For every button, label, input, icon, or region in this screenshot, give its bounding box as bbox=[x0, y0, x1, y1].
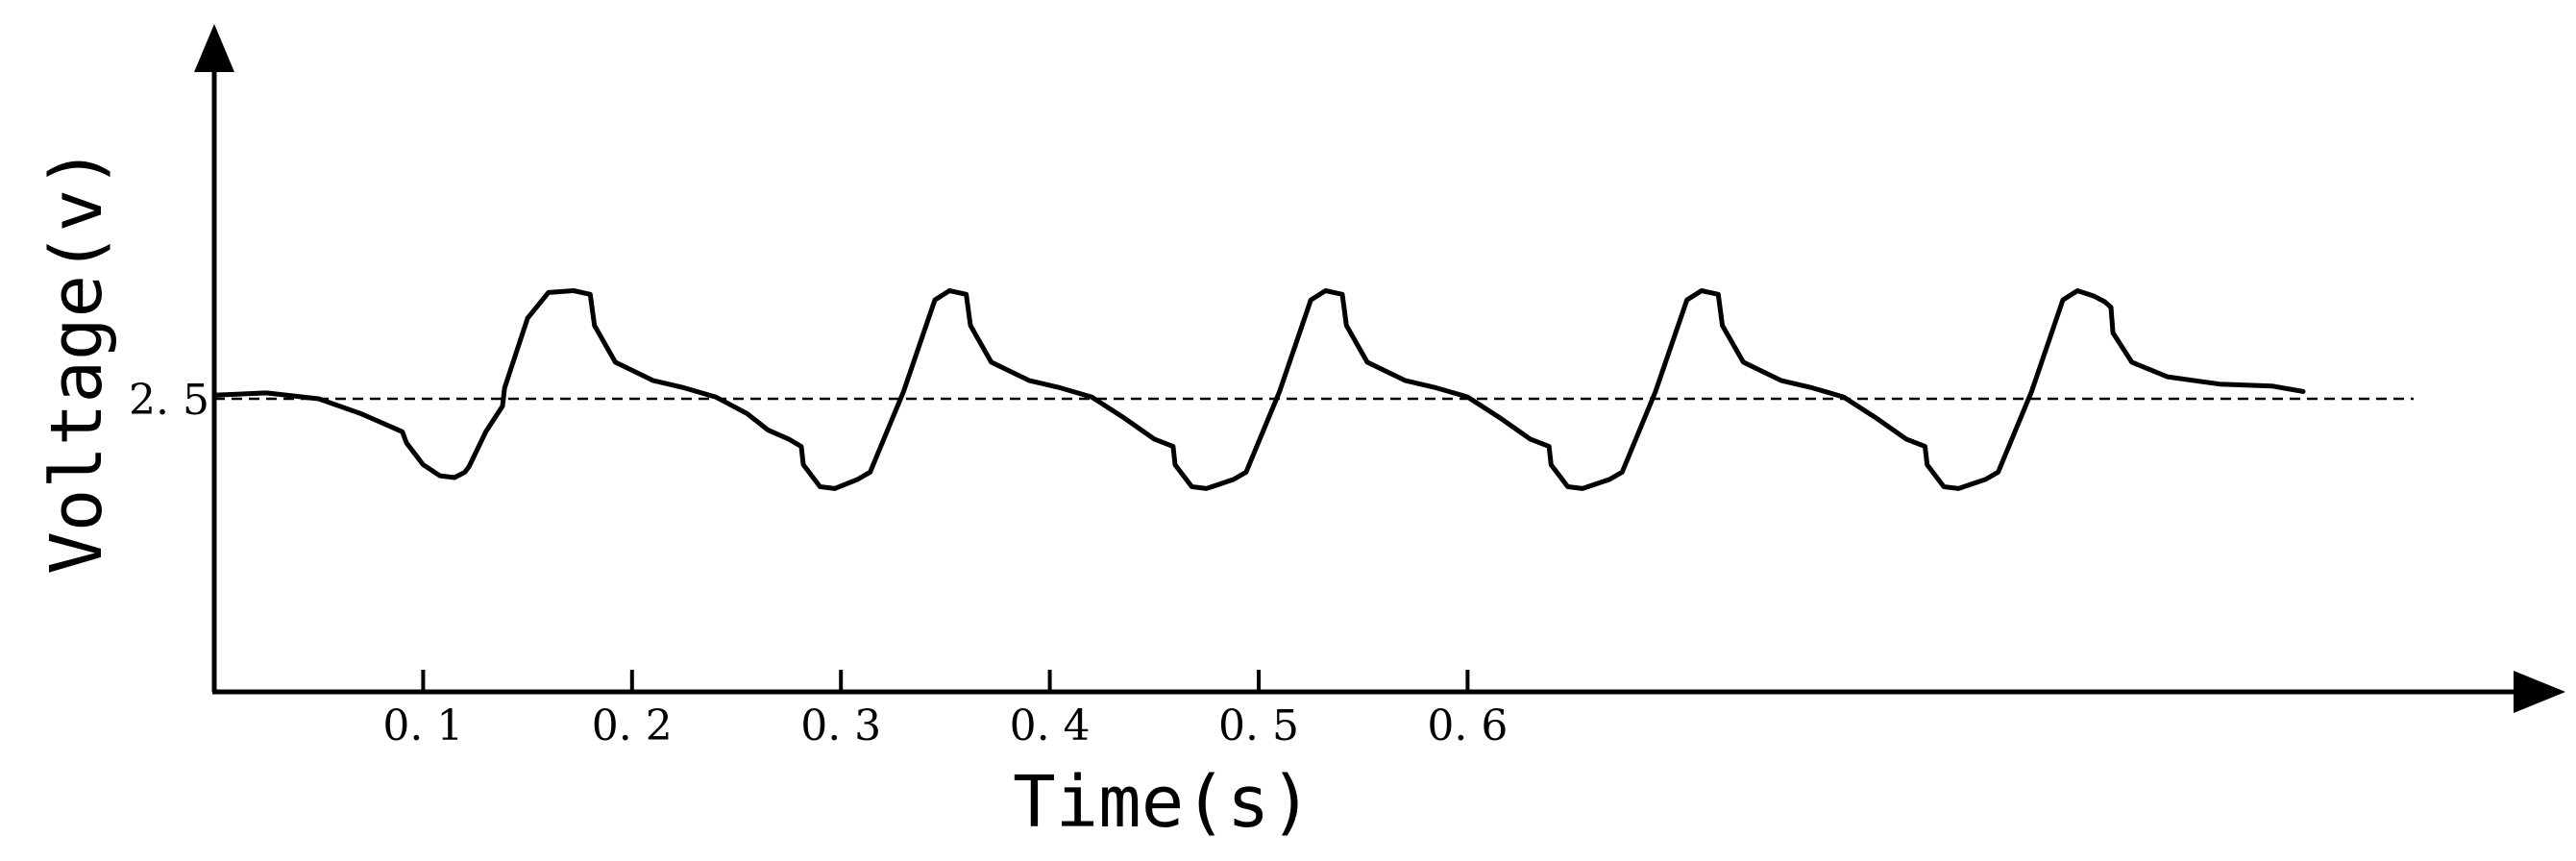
x-axis-title: Time(s) bbox=[1013, 761, 1313, 844]
y-axis-ticks: 2. 5 bbox=[129, 376, 209, 425]
x-tick-label: 0. 1 bbox=[382, 701, 463, 750]
x-tick-label: 0. 5 bbox=[1218, 701, 1299, 750]
y-axis-title: Voltage(v) bbox=[36, 146, 118, 575]
y-axis-arrow bbox=[194, 24, 234, 72]
x-tick-label: 0. 6 bbox=[1427, 701, 1508, 750]
x-tick-label: 0. 4 bbox=[1010, 701, 1091, 750]
y-tick-label: 2. 5 bbox=[129, 376, 209, 425]
x-axis-arrow bbox=[2514, 671, 2565, 713]
x-axis-ticks: 0. 1 0. 2 0. 3 0. 4 0. 5 0. 6 bbox=[382, 670, 1508, 750]
x-tick-label: 0. 3 bbox=[800, 701, 881, 750]
voltage-series-line bbox=[211, 288, 2306, 491]
x-tick-label: 0. 2 bbox=[592, 701, 673, 750]
